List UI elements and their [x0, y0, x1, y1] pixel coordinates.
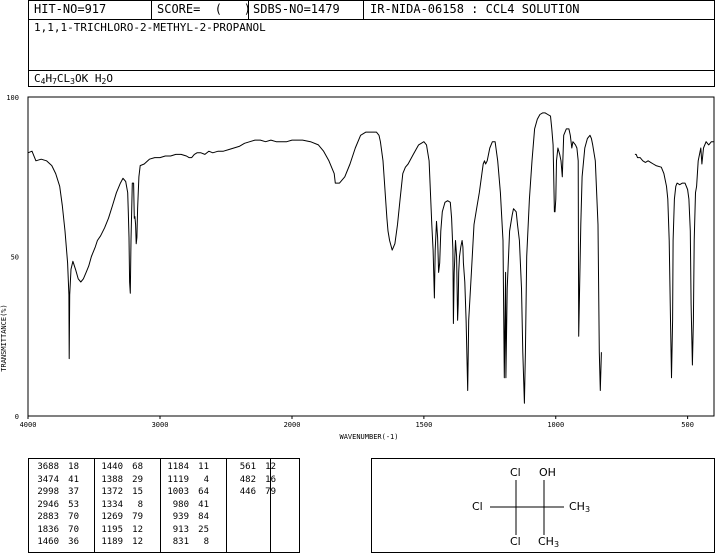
- peak-wavenumber: 1460: [37, 537, 59, 547]
- peak-wavenumber: 1334: [101, 499, 123, 510]
- peak-transmittance: 18: [68, 462, 79, 472]
- peak-wavenumber: 1119: [167, 474, 189, 485]
- peak-wavenumber: 913: [172, 524, 189, 535]
- column-divider: [226, 459, 227, 552]
- peak-transmittance: 4: [203, 474, 209, 485]
- peak-wavenumber: 2883: [37, 512, 59, 522]
- x-tick-label: 1500: [415, 421, 432, 429]
- peak-transmittance: 53: [68, 499, 79, 510]
- hit-number: HIT-NO=917: [34, 2, 107, 16]
- peak-wavenumber: 1003: [167, 487, 189, 497]
- peak-transmittance: 8: [203, 537, 209, 547]
- spectrum-header: HIT-NO=917 SCORE= ( ) SDBS-NO=1479 IR-NI…: [28, 0, 715, 87]
- plot-frame: [27, 96, 715, 417]
- peak-wavenumber: 980: [172, 499, 189, 510]
- peak-transmittance: 11: [198, 462, 209, 472]
- spectrum-series-2: [634, 141, 714, 379]
- atom-cl-left: Cl: [472, 500, 483, 513]
- peak-wavenumber: 3688: [37, 462, 59, 472]
- peak-table: 3688 18 3474 41 2998 37 2946 53 2883 70 1836 70 1460…: [28, 458, 300, 553]
- plot-border: [27, 96, 715, 417]
- header-separator: [248, 1, 249, 19]
- structure-diagram: Cl OH Cl CH3 Cl CH3: [371, 458, 715, 553]
- peak-transmittance: 79: [265, 487, 276, 497]
- peak-transmittance: 68: [132, 462, 143, 472]
- ir-spectrum-chart: 4000 3000 2000 1500 1000 500 0 50 100 WAVENUMBER…: [0, 94, 715, 441]
- group-ch3-right: CH3: [569, 500, 591, 515]
- peak-wavenumber: 1184: [167, 462, 189, 472]
- axis-ticks: 4000 3000 2000 1500 1000 500 0 50 100: [6, 94, 694, 429]
- peak-transmittance: 25: [198, 524, 209, 535]
- peak-wavenumber: 1388: [101, 474, 123, 485]
- x-tick-label: 4000: [20, 421, 37, 429]
- compound-name: 1,1,1-TRICHLORO-2-METHYL-2-PROPANOL: [34, 21, 266, 34]
- peak-wavenumber: 2998: [37, 487, 59, 497]
- peak-wavenumber: 446: [239, 487, 256, 497]
- peak-transmittance: 41: [198, 499, 209, 510]
- spectrum-series-1: [27, 112, 602, 404]
- peak-transmittance: 70: [68, 524, 79, 535]
- atom-cl-bottom: Cl: [510, 535, 521, 548]
- spectrum-curves: [27, 112, 714, 404]
- peak-wavenumber: 939: [172, 512, 189, 522]
- x-tick-label: 3000: [152, 421, 169, 429]
- peak-transmittance: 79: [132, 512, 143, 522]
- column-divider: [160, 459, 161, 552]
- x-tick-label: 1000: [547, 421, 564, 429]
- header-divider: [29, 70, 714, 71]
- y-axis-label: TRANSMITTANCE(%): [0, 304, 8, 371]
- column-divider: [94, 459, 95, 552]
- peak-transmittance: 12: [132, 537, 143, 547]
- peak-wavenumber: 482: [239, 474, 256, 485]
- peak-wavenumber: 1189: [101, 537, 123, 547]
- peak-wavenumber: 1836: [37, 524, 59, 535]
- peak-wavenumber: 1269: [101, 512, 123, 522]
- peak-transmittance: 15: [132, 487, 143, 497]
- atom-cl-top: Cl: [510, 466, 521, 479]
- sdbs-number: SDBS-NO=1479: [253, 2, 340, 16]
- molecular-formula: C4H7CL3OK H2O: [34, 72, 113, 86]
- peak-transmittance: 12: [132, 524, 143, 535]
- score: SCORE= ( ): [157, 2, 251, 16]
- peak-transmittance: 37: [68, 487, 79, 497]
- x-tick-label: 500: [681, 421, 694, 429]
- structure-bonds: [490, 480, 564, 535]
- peak-wavenumber: 1195: [101, 524, 123, 535]
- peak-transmittance: 8: [137, 499, 143, 510]
- x-axis-label: WAVENUMBER(-1): [339, 433, 398, 441]
- x-tick-label: 2000: [284, 421, 301, 429]
- y-tick-label: 0: [15, 413, 19, 421]
- peak-transmittance: 64: [198, 487, 209, 497]
- peak-transmittance: 16: [265, 474, 276, 485]
- header-separator: [151, 1, 152, 19]
- peak-transmittance: 12: [265, 462, 276, 472]
- ir-source: IR-NIDA-06158 : CCL4 SOLUTION: [370, 2, 580, 16]
- peak-wavenumber: 3474: [37, 474, 59, 485]
- group-ch3-bottom: CH3: [538, 535, 560, 550]
- peak-transmittance: 70: [68, 512, 79, 522]
- header-divider: [29, 19, 714, 20]
- peak-wavenumber: 561: [239, 462, 256, 472]
- y-tick-label: 50: [11, 254, 19, 262]
- peak-wavenumber: 1372: [101, 487, 123, 497]
- peak-wavenumber: 831: [172, 537, 189, 547]
- peak-transmittance: 84: [198, 512, 209, 522]
- peak-transmittance: 41: [68, 474, 79, 485]
- peak-transmittance: 29: [132, 474, 143, 485]
- y-tick-label: 100: [6, 94, 19, 102]
- peak-transmittance: 36: [68, 537, 79, 547]
- header-separator: [363, 1, 364, 19]
- peak-wavenumber: 2946: [37, 499, 59, 510]
- atom-oh: OH: [539, 466, 556, 479]
- column-divider: [270, 459, 271, 552]
- peak-wavenumber: 1440: [101, 462, 123, 472]
